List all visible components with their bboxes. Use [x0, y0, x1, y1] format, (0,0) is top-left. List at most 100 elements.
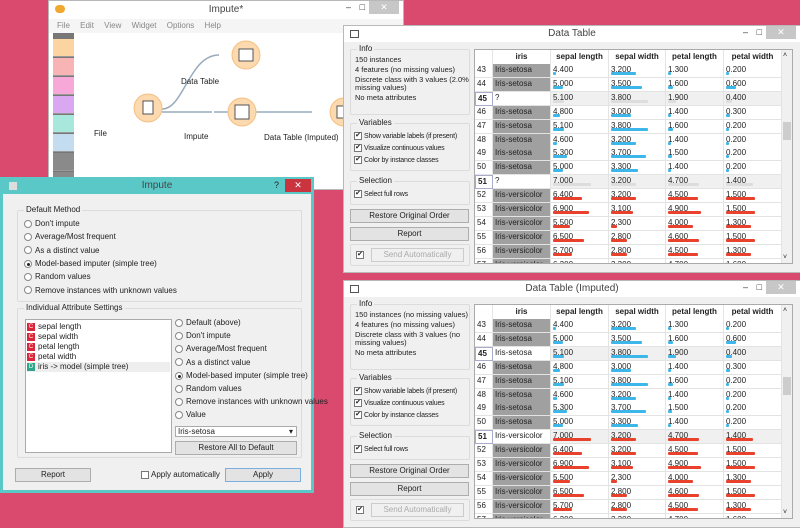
checkbox[interactable]	[141, 470, 149, 479]
checkbox[interactable]: ✔	[354, 131, 362, 140]
radio-button[interactable]	[175, 345, 183, 354]
default-method-option[interactable]: Model-based imputer (simple tree)	[24, 259, 157, 269]
attribute-method-option[interactable]: Model-based imputer (simple tree)	[175, 371, 308, 381]
node-data-table[interactable]	[231, 40, 261, 70]
column-header[interactable]: sepal length	[551, 305, 609, 319]
radio-button[interactable]	[24, 219, 32, 228]
attribute-method-option[interactable]: Average/Most frequent	[175, 344, 267, 354]
row-number[interactable]: 47	[475, 119, 493, 134]
column-header[interactable]: sepal width	[609, 305, 666, 319]
attribute-method-option[interactable]: Random values	[175, 384, 242, 394]
close-button[interactable]: ✕	[766, 26, 796, 39]
row-number[interactable]: 55	[475, 230, 493, 245]
minimize-button[interactable]: –	[742, 282, 748, 292]
radio-button[interactable]	[175, 371, 183, 380]
select-full-rows-checkbox[interactable]: ✔ Select full rows	[354, 444, 408, 453]
restore-original-order-button[interactable]: Restore Original Order	[350, 209, 469, 223]
column-header[interactable]: petal length	[666, 50, 724, 64]
default-method-option[interactable]: Remove instances with unknown values	[24, 286, 177, 296]
value-select[interactable]: Iris-setosa ▾	[175, 426, 297, 437]
row-number[interactable]: 50	[475, 161, 493, 176]
radio-button[interactable]	[175, 318, 183, 327]
scrollbar-thumb[interactable]	[783, 122, 791, 140]
close-button[interactable]: ✕	[369, 1, 399, 14]
variables-checkbox[interactable]: ✔ Visualize continuous values	[354, 143, 445, 152]
row-number[interactable]: 53	[475, 458, 493, 472]
checkbox[interactable]: ✔	[354, 444, 362, 453]
row-number[interactable]: 49	[475, 402, 493, 417]
restore-original-order-button[interactable]: Restore Original Order	[350, 464, 469, 478]
column-header[interactable]: petal width	[724, 305, 782, 319]
send-automatically-button[interactable]: Send Automatically	[371, 248, 464, 262]
radio-button[interactable]	[175, 384, 183, 393]
maximize-button[interactable]: □	[756, 27, 762, 37]
row-number[interactable]: 48	[475, 388, 493, 403]
attribute-method-option[interactable]: Remove instances with unknown values	[175, 397, 328, 407]
minimize-button[interactable]: –	[345, 2, 351, 12]
report-button[interactable]: Report	[350, 482, 469, 496]
row-number[interactable]: 44	[475, 332, 493, 347]
column-header[interactable]: petal length	[666, 305, 724, 319]
toolbox-category-2[interactable]	[53, 77, 74, 95]
close-button[interactable]: ✕	[766, 281, 796, 294]
variables-checkbox[interactable]: ✔ Visualize continuous values	[354, 398, 445, 407]
column-header[interactable]: sepal length	[551, 50, 609, 64]
menu-view[interactable]: View	[104, 21, 122, 30]
checkbox[interactable]: ✔	[354, 386, 362, 395]
apply-button[interactable]: Apply	[225, 468, 301, 482]
scroll-down-arrow[interactable]: ˅	[783, 254, 788, 261]
report-button[interactable]: Report	[350, 227, 469, 241]
scroll-up-arrow[interactable]: ˄	[783, 52, 788, 59]
send-automatically-button[interactable]: Send Automatically	[371, 503, 464, 517]
send-automatically-checkbox[interactable]: ✔	[356, 506, 364, 514]
checkbox[interactable]: ✔	[354, 410, 362, 419]
menu-options[interactable]: Options	[166, 21, 195, 30]
row-number[interactable]: 57	[475, 258, 493, 263]
variables-checkbox[interactable]: ✔ Color by instance classes	[354, 155, 439, 164]
attribute-method-option[interactable]: Default (above)	[175, 318, 241, 328]
toolbox-category-4[interactable]	[53, 115, 74, 133]
radio-button[interactable]	[175, 358, 183, 367]
apply-automatically-checkbox[interactable]: Apply automatically	[141, 470, 220, 479]
row-number[interactable]: 49	[475, 147, 493, 162]
close-button[interactable]: ✕	[285, 179, 311, 192]
toolbox-category-6[interactable]	[53, 153, 74, 171]
checkbox[interactable]: ✔	[354, 155, 362, 164]
radio-button[interactable]	[24, 273, 32, 282]
vertical-scrollbar[interactable]: ˄ ˅	[782, 50, 792, 263]
row-number[interactable]: 43	[475, 319, 493, 333]
row-number[interactable]: 45	[475, 91, 493, 106]
toolbox-category-3[interactable]	[53, 96, 74, 114]
scrollbar-thumb[interactable]	[783, 377, 791, 395]
radio-button[interactable]	[175, 411, 183, 420]
maximize-button[interactable]: □	[359, 2, 365, 12]
node-impute[interactable]	[227, 97, 257, 127]
menu-edit[interactable]: Edit	[80, 21, 94, 30]
variables-checkbox[interactable]: ✔ Show variable labels (if present)	[354, 131, 457, 140]
row-number[interactable]: 50	[475, 416, 493, 431]
row-number[interactable]: 48	[475, 133, 493, 148]
column-header[interactable]: iris	[493, 50, 551, 64]
select-full-rows-checkbox[interactable]: ✔ Select full rows	[354, 189, 408, 198]
attribute-method-option[interactable]: Value	[175, 410, 206, 420]
send-automatically-checkbox[interactable]: ✔	[356, 251, 364, 259]
attribute-method-option[interactable]: Don't impute	[175, 331, 231, 341]
column-header[interactable]: petal width	[724, 50, 782, 64]
toolbox-category-0[interactable]	[53, 39, 74, 57]
row-number[interactable]: 54	[475, 471, 493, 486]
row-number[interactable]: 51	[475, 430, 493, 445]
row-number[interactable]: 56	[475, 499, 493, 514]
node-file[interactable]	[133, 93, 163, 123]
default-method-option[interactable]: Don't impute	[24, 219, 80, 229]
scroll-up-arrow[interactable]: ˄	[783, 307, 788, 314]
radio-button[interactable]	[24, 286, 32, 295]
attribute-method-option[interactable]: As a distinct value	[175, 358, 250, 368]
scroll-down-arrow[interactable]: ˅	[783, 509, 788, 516]
radio-button[interactable]	[24, 259, 32, 268]
default-method-option[interactable]: As a distinct value	[24, 246, 99, 256]
row-number[interactable]: 51	[475, 175, 493, 190]
menu-widget[interactable]: Widget	[131, 21, 157, 30]
row-number[interactable]: 46	[475, 360, 493, 375]
row-number[interactable]: 46	[475, 105, 493, 120]
